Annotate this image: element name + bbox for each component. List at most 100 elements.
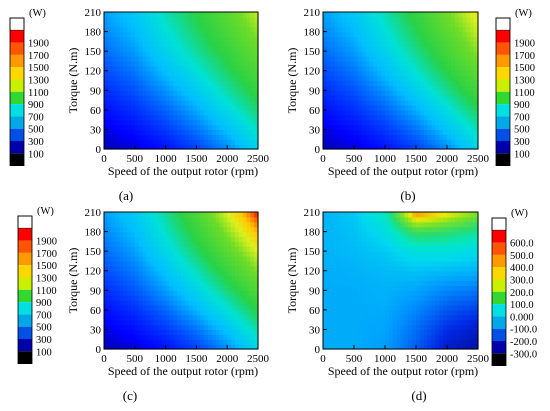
heatmap-cell	[388, 221, 394, 228]
heatmap-cell	[130, 144, 136, 150]
heatmap-cell	[427, 85, 433, 91]
heatmap-cell	[454, 216, 460, 223]
heatmap-cell	[385, 56, 390, 62]
heatmap-cell	[107, 231, 113, 238]
y-tick-label: 30	[90, 124, 102, 136]
heatmap-cell	[350, 216, 355, 223]
heatmap-cell	[207, 80, 213, 86]
heatmap-cell	[350, 46, 355, 52]
heatmap-cell	[338, 319, 343, 326]
colorbar-tick-label: 500	[28, 125, 44, 136]
heatmap-cell	[361, 100, 367, 106]
heatmap-cell	[466, 339, 471, 345]
heatmap-cell	[450, 90, 456, 96]
heatmap-cell	[404, 344, 409, 350]
heatmap-cell	[354, 139, 359, 145]
heatmap-cell	[450, 119, 456, 126]
heatmap-cell	[377, 109, 382, 116]
heatmap-cell	[127, 231, 132, 238]
heatmap-cell	[412, 95, 417, 101]
heatmap-cell	[419, 51, 425, 57]
heatmap-cell	[361, 290, 367, 296]
heatmap-cell	[369, 144, 374, 150]
heatmap-cell	[146, 256, 151, 262]
heatmap-cell	[146, 109, 151, 116]
heatmap-cell	[423, 314, 429, 321]
heatmap-cell	[385, 339, 390, 345]
heatmap-cell	[431, 231, 436, 238]
heatmap-cell	[104, 104, 109, 111]
heatmap-cell	[431, 109, 436, 116]
heatmap-cell	[423, 339, 429, 345]
heatmap-cell	[361, 139, 367, 145]
heatmap-cell	[470, 265, 475, 272]
heatmap-cell	[184, 134, 190, 140]
heatmap-cell	[207, 26, 213, 33]
heatmap-cell	[470, 144, 475, 150]
heatmap-cell	[342, 251, 347, 257]
heatmap-cell	[462, 212, 467, 218]
heatmap-cell	[427, 90, 433, 96]
heatmap-cell	[338, 314, 343, 321]
heatmap-cell	[458, 90, 464, 96]
heatmap-cell	[323, 129, 328, 135]
heatmap-cell	[419, 95, 425, 101]
y-tick-label: 0	[315, 144, 321, 156]
heatmap-cell	[412, 319, 417, 326]
heatmap-cell	[184, 75, 190, 82]
heatmap-cell	[466, 95, 471, 101]
heatmap-cell	[396, 280, 402, 286]
heatmap-cell	[342, 290, 347, 296]
heatmap-cell	[423, 119, 429, 126]
heatmap-cell	[111, 290, 117, 296]
heatmap-cell	[254, 41, 259, 47]
x-axis-label: Speed of the output rotor (rpm)	[328, 364, 478, 378]
heatmap-cell	[381, 231, 386, 238]
heatmap-cell	[466, 270, 471, 277]
heatmap-cell	[396, 75, 402, 82]
heatmap-cell	[200, 241, 205, 247]
heatmap-cell	[200, 90, 205, 96]
heatmap-cell	[431, 216, 436, 223]
heatmap-cell	[115, 212, 120, 218]
heatmap-cell	[123, 324, 128, 331]
heatmap-cell	[246, 241, 251, 247]
heatmap-cell	[458, 300, 464, 306]
heatmap-cell	[431, 275, 436, 282]
heatmap-cell	[188, 26, 194, 33]
heatmap-cell	[231, 51, 236, 57]
heatmap-cell	[412, 134, 417, 140]
heatmap-cell	[419, 246, 425, 252]
heatmap-cell	[404, 16, 409, 23]
heatmap-cell	[242, 314, 248, 321]
heatmap-cell	[242, 16, 248, 23]
heatmap-cell	[130, 260, 136, 267]
heatmap-cell	[250, 104, 255, 111]
heatmap-cell	[416, 36, 421, 42]
heatmap-cell	[323, 236, 328, 242]
heatmap-cell	[127, 60, 132, 67]
heatmap-cell	[138, 260, 144, 267]
heatmap-cell	[369, 270, 374, 277]
heatmap-cell	[231, 212, 236, 218]
heatmap-cell	[400, 60, 405, 67]
heatmap-cell	[323, 246, 328, 252]
heatmap-cell	[211, 251, 217, 257]
heatmap-cell	[381, 144, 386, 150]
heatmap-cell	[150, 46, 155, 52]
heatmap-cell	[134, 285, 140, 291]
heatmap-cell	[373, 75, 378, 82]
heatmap-cell	[454, 231, 460, 238]
heatmap-cell	[250, 246, 255, 252]
heatmap-cell	[161, 246, 167, 252]
heatmap-cell	[138, 295, 144, 301]
heatmap-cell	[150, 90, 155, 96]
heatmap-cell	[385, 70, 390, 77]
heatmap-cell	[165, 16, 171, 23]
heatmap-cell	[130, 241, 136, 247]
heatmap-cell	[142, 124, 147, 131]
heatmap-cell	[408, 75, 413, 82]
heatmap-cell	[419, 109, 425, 116]
heatmap-cell	[474, 314, 479, 321]
heatmap-cell	[361, 300, 367, 306]
